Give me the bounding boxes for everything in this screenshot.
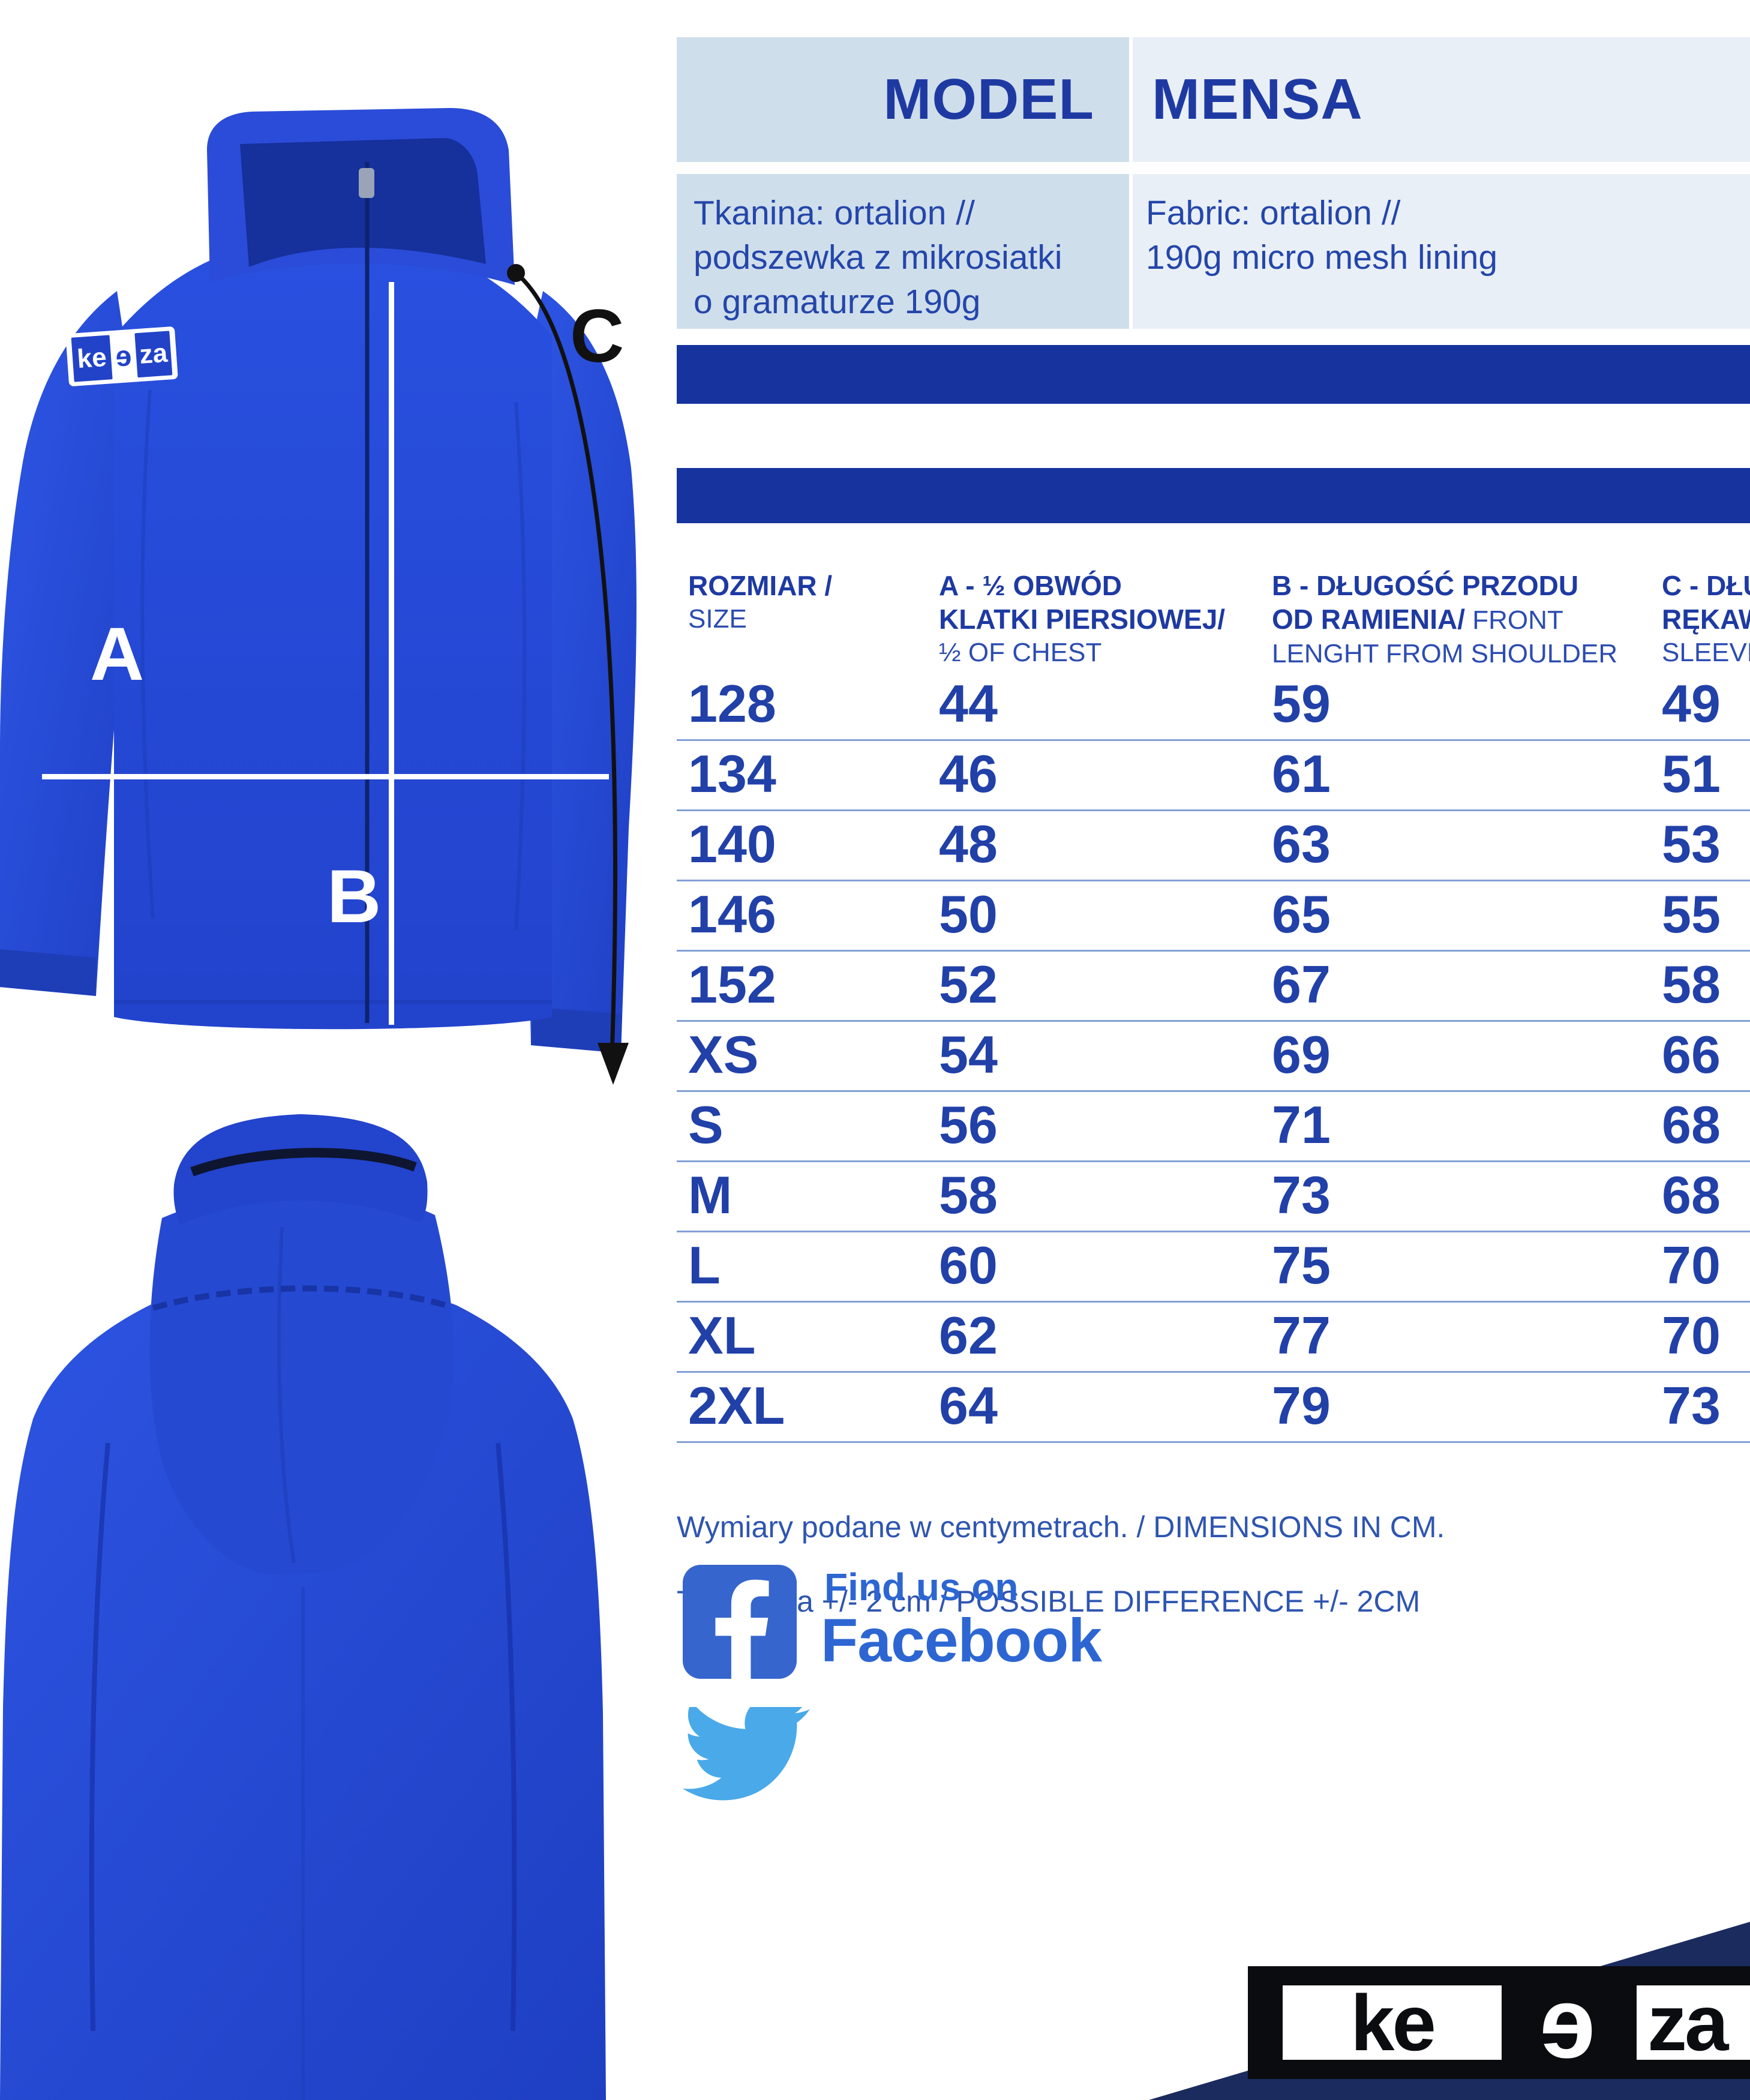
c-value-cell: 55 — [1662, 884, 1721, 944]
header-size: ROZMIAR / SIZE — [688, 570, 833, 634]
c-value-cell: 68 — [1662, 1165, 1721, 1225]
a-value-cell: 62 — [939, 1305, 998, 1365]
measure-line-a — [42, 774, 609, 779]
header-b-front-length: B - DŁUGOŚĆ PRZODU OD RAMIENIA/ FRONT LE… — [1272, 570, 1618, 668]
a-value-cell: 54 — [939, 1024, 998, 1084]
model-value: MENSA — [1152, 67, 1363, 131]
chest-brand-patch: ke e za — [65, 326, 178, 387]
a-value-cell: 48 — [939, 814, 998, 874]
jacket-front-image — [0, 108, 637, 1053]
a-value-cell: 60 — [939, 1235, 998, 1295]
measure-label-c: C — [570, 295, 625, 378]
fabric-info-pl: Tkanina: ortalion // podszewka z mikrosi… — [677, 174, 1129, 329]
a-value-cell: 56 — [939, 1094, 998, 1154]
a-value-cell: 50 — [939, 884, 998, 944]
a-value-cell: 58 — [939, 1165, 998, 1225]
c-value-cell: 49 — [1662, 673, 1721, 733]
table-row: 134 46 61 51 — [677, 741, 1750, 811]
measure-line-b — [389, 282, 394, 1025]
a-value-cell: 64 — [939, 1375, 998, 1435]
b-value-cell: 69 — [1272, 1024, 1331, 1084]
size-table-header: ROZMIAR / SIZE A - ½ OBWÓD KLATKI PIERSI… — [677, 569, 1750, 671]
c-value-cell: 70 — [1662, 1305, 1721, 1365]
c-value-cell: 68 — [1662, 1094, 1721, 1154]
b-value-cell: 61 — [1272, 743, 1331, 803]
b-value-cell: 71 — [1272, 1094, 1331, 1154]
reversed-e-glyph: e — [1539, 1966, 1596, 2079]
table-row: 128 44 59 49 — [677, 671, 1750, 741]
facebook-icon[interactable] — [683, 1565, 797, 1679]
size-cell: M — [688, 1165, 733, 1225]
table-row: 152 52 67 58 — [677, 952, 1750, 1022]
measure-label-b: B — [327, 855, 382, 938]
c-value-cell: 58 — [1662, 954, 1721, 1014]
model-value-cell: MENSA — [1133, 37, 1750, 162]
facebook-label[interactable]: Facebook — [821, 1606, 1102, 1675]
jacket-back-image — [0, 1114, 606, 2100]
brand-part-za: za — [134, 331, 173, 378]
b-value-cell: 59 — [1272, 673, 1331, 733]
brand-part-za: za — [1637, 1979, 1750, 2067]
header-a-chest: A - ½ OBWÓD KLATKI PIERSIOWEJ/ ½ OF CHES… — [939, 570, 1226, 667]
size-table-body: 128 44 59 49 134 46 61 51 140 48 63 53 1… — [677, 671, 1750, 1443]
size-cell: S — [688, 1094, 724, 1154]
c-value-cell: 53 — [1662, 814, 1721, 874]
find-us-on-label: Find us on — [824, 1565, 1019, 1609]
brand-part-ke: ke — [1283, 1979, 1502, 2067]
b-value-cell: 65 — [1272, 884, 1331, 944]
twitter-icon[interactable] — [683, 1707, 810, 1813]
size-cell: 2XL — [688, 1375, 785, 1435]
table-row: XS 54 69 66 — [677, 1022, 1750, 1092]
size-cell: XS — [688, 1024, 759, 1084]
decorative-bar-1 — [677, 345, 1750, 404]
table-row: L 60 75 70 — [677, 1232, 1750, 1303]
decorative-bar-2 — [677, 468, 1750, 523]
measure-label-a: A — [90, 613, 145, 696]
b-value-cell: 79 — [1272, 1375, 1331, 1435]
model-label-cell: MODEL — [677, 37, 1129, 162]
size-cell: 134 — [688, 743, 776, 803]
a-value-cell: 46 — [939, 743, 998, 803]
table-row: M 58 73 68 — [677, 1162, 1750, 1232]
size-table: ROZMIAR / SIZE A - ½ OBWÓD KLATKI PIERSI… — [677, 569, 1750, 1443]
c-value-cell: 73 — [1662, 1375, 1721, 1435]
table-row: S 56 71 68 — [677, 1092, 1750, 1162]
c-value-cell: 70 — [1662, 1235, 1721, 1295]
notes-line-1: Wymiary podane w centymetrach. / DIMENSI… — [677, 1510, 1445, 1544]
table-row: 146 50 65 55 — [677, 881, 1750, 952]
a-value-cell: 52 — [939, 954, 998, 1014]
header-c-sleeve-length: C - DŁUG RĘKAWA SLEEVE L — [1662, 570, 1750, 667]
b-value-cell: 73 — [1272, 1165, 1331, 1225]
brand-part-ke: ke — [71, 335, 113, 382]
size-cell: 152 — [688, 954, 776, 1014]
b-value-cell: 75 — [1272, 1235, 1331, 1295]
size-cell: 146 — [688, 884, 776, 944]
b-value-cell: 77 — [1272, 1305, 1331, 1365]
reversed-e-glyph: e — [114, 340, 133, 373]
table-row: XL 62 77 70 — [677, 1303, 1750, 1373]
c-value-cell: 66 — [1662, 1024, 1721, 1084]
table-row: 2XL 64 79 73 — [677, 1373, 1750, 1443]
size-cell: 140 — [688, 814, 776, 874]
model-label: MODEL — [883, 67, 1094, 131]
measure-arrow-c — [507, 264, 629, 1085]
a-value-cell: 44 — [939, 673, 998, 733]
b-value-cell: 63 — [1272, 814, 1331, 874]
size-cell: XL — [688, 1305, 756, 1365]
size-cell: 128 — [688, 673, 776, 733]
c-value-cell: 51 — [1662, 743, 1721, 803]
b-value-cell: 67 — [1272, 954, 1331, 1014]
table-row: 140 48 63 53 — [677, 811, 1750, 881]
size-cell: L — [688, 1235, 721, 1295]
fabric-info-en: Fabric: ortalion // 190g micro mesh lini… — [1133, 174, 1750, 329]
footer-brand-logo: ke e za — [1248, 1966, 1750, 2079]
